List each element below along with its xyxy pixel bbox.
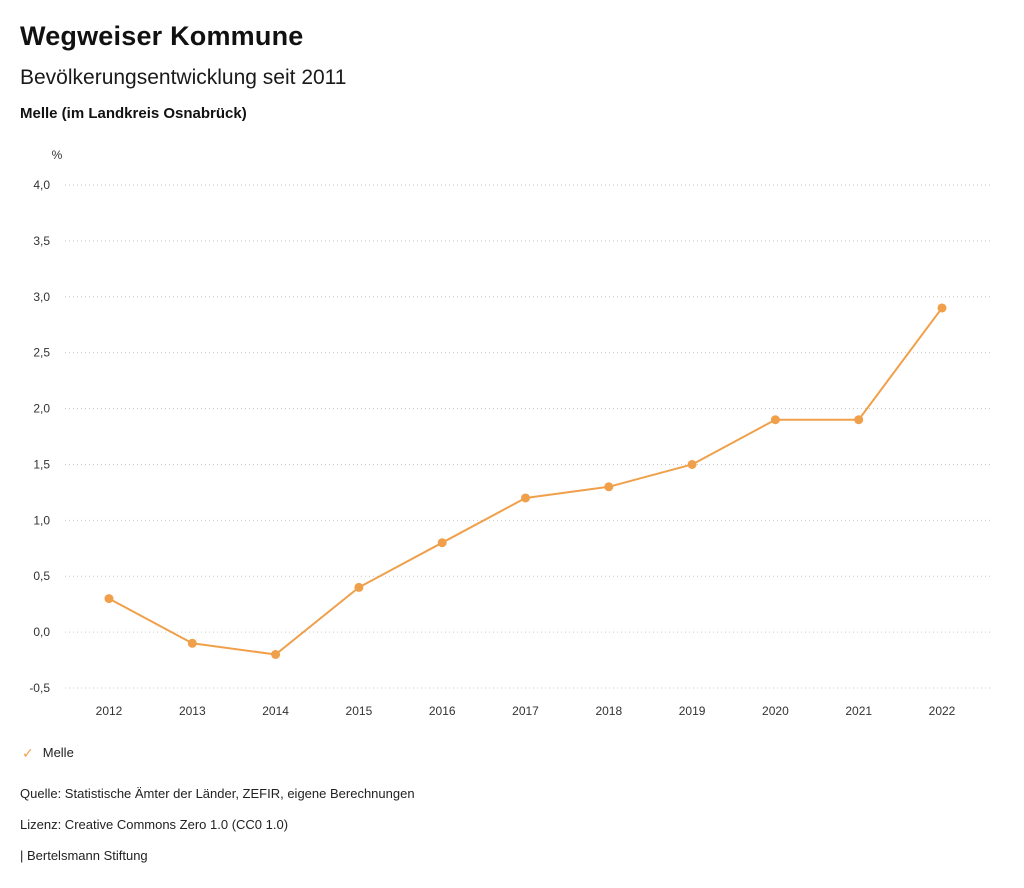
data-point[interactable] [604, 482, 614, 492]
page-title: Wegweiser Kommune [20, 21, 304, 51]
attribution-text: | Bertelsmann Stiftung [20, 848, 148, 863]
chart-area: % -0,5 0,0 0,5 1,0 1,5 2,0 2,5 3,0 3,5 4,0 2012 2013… [0, 140, 1024, 732]
data-point[interactable] [521, 493, 530, 503]
x-tick-label: 2016 [429, 704, 456, 718]
x-tick-label: 2019 [679, 704, 706, 718]
data-point[interactable] [937, 303, 947, 313]
source-text: Quelle: Statistische Ämter der Länder, Z… [20, 786, 415, 801]
y-tick-label: 0,5 [33, 569, 50, 583]
line-chart: % -0,5 0,0 0,5 1,0 1,5 2,0 2,5 3,0 3,5 4,0 2012 2013… [29, 148, 990, 718]
x-tick-label: 2012 [96, 704, 123, 718]
y-tick-label: 4,0 [33, 178, 50, 192]
x-tick-label: 2013 [179, 704, 206, 718]
data-point[interactable] [187, 638, 197, 648]
data-point[interactable] [854, 415, 864, 425]
data-point[interactable] [104, 594, 114, 604]
x-tick-label: 2014 [262, 704, 289, 718]
y-tick-label: 3,5 [33, 234, 50, 248]
y-tick-label: 0,0 [33, 625, 50, 639]
x-tick-label: 2017 [512, 704, 539, 718]
data-point[interactable] [437, 538, 447, 548]
x-tick-label: 2020 [762, 704, 789, 718]
region-title: Melle (im Landkreis Osnabrück) [20, 105, 247, 122]
y-tick-label: 2,0 [33, 402, 50, 416]
data-point[interactable] [354, 582, 364, 592]
y-tick-label: 1,5 [33, 457, 50, 471]
legend-item-melle[interactable]: ✓ Melle [22, 745, 74, 760]
x-tick-label: 2018 [595, 704, 622, 718]
y-tick-label: 3,0 [33, 290, 50, 304]
series-line [108, 306, 943, 656]
x-tick-label: 2021 [845, 704, 872, 718]
y-tick-label: 2,5 [33, 346, 50, 360]
y-tick-label: 1,0 [33, 513, 50, 527]
legend-item-label: Melle [42, 745, 74, 760]
license-text: Lizenz: Creative Commons Zero 1.0 (CC0 1… [20, 817, 289, 832]
data-point[interactable] [770, 415, 780, 425]
y-axis-unit-label: % [52, 148, 63, 162]
x-tick-label: 2022 [929, 704, 956, 718]
data-point[interactable] [687, 459, 697, 469]
y-tick-label: -0,5 [29, 681, 50, 695]
check-icon: ✓ [22, 744, 34, 761]
data-point[interactable] [271, 649, 281, 659]
chart-title: Bevölkerungsentwicklung seit 2011 [20, 66, 347, 89]
x-tick-label: 2015 [346, 704, 373, 718]
